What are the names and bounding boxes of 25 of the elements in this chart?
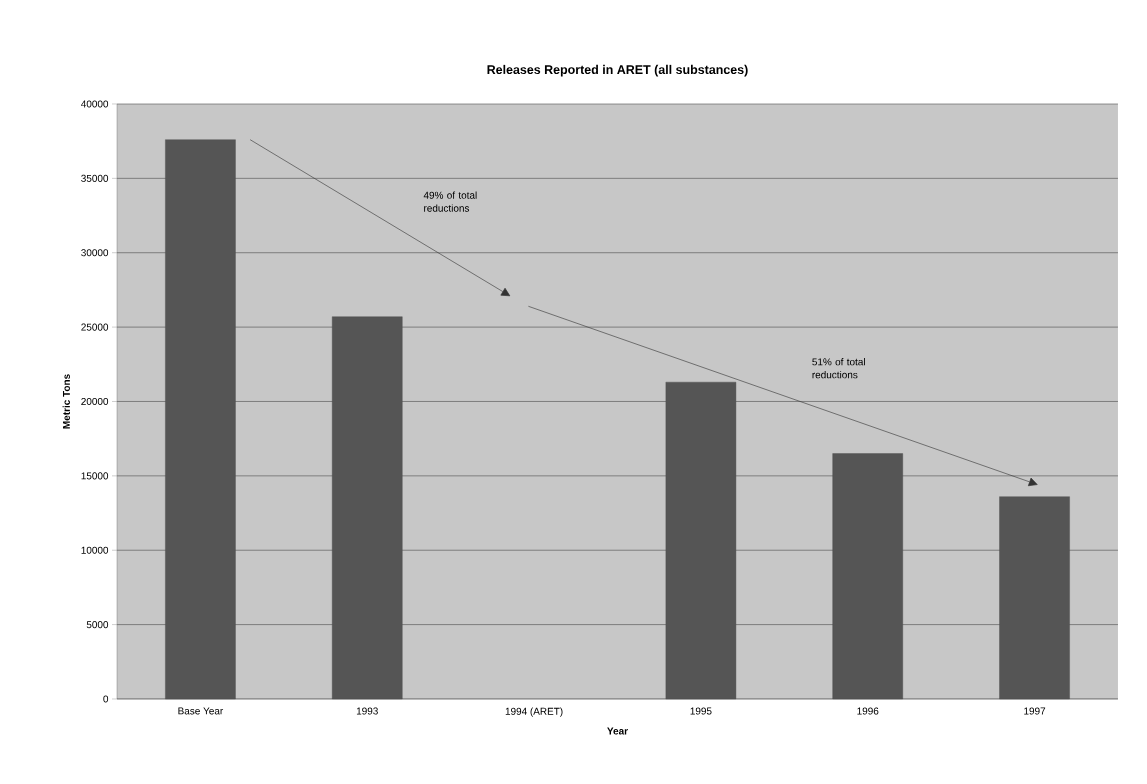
x-tick-label: 1996 xyxy=(857,707,879,715)
y-tick-label: 35000 xyxy=(81,174,109,182)
bar xyxy=(832,453,903,700)
x-tick-label: 1994 (ARET) xyxy=(505,707,563,717)
y-axis-title: Metric Tons xyxy=(62,374,70,429)
x-tick-label: 1995 xyxy=(690,707,712,715)
bar xyxy=(665,381,737,700)
chart-title: Releases Reported in ARET (all substances) xyxy=(487,64,748,77)
x-tick-label: 1993 xyxy=(356,707,378,715)
bar xyxy=(165,139,236,700)
y-tick-label: 15000 xyxy=(81,472,109,480)
y-tick-label: 20000 xyxy=(81,397,109,406)
y-tick-label: 0 xyxy=(103,695,109,703)
bar xyxy=(999,496,1070,700)
y-tick-label: 25000 xyxy=(81,323,109,331)
annotation: 51% of total reductions xyxy=(812,358,865,379)
y-tick-label: 40000 xyxy=(81,100,109,108)
y-tick-label: 10000 xyxy=(81,546,109,554)
y-tick-label: 30000 xyxy=(81,249,109,257)
x-tick-label: Base Year xyxy=(178,707,224,715)
y-tick-label: 5000 xyxy=(86,621,109,629)
x-axis-title: Year xyxy=(607,727,628,735)
bar xyxy=(332,316,403,700)
x-tick-label: 1997 xyxy=(1024,707,1046,715)
annotation: 49% of total reductions xyxy=(423,191,477,212)
